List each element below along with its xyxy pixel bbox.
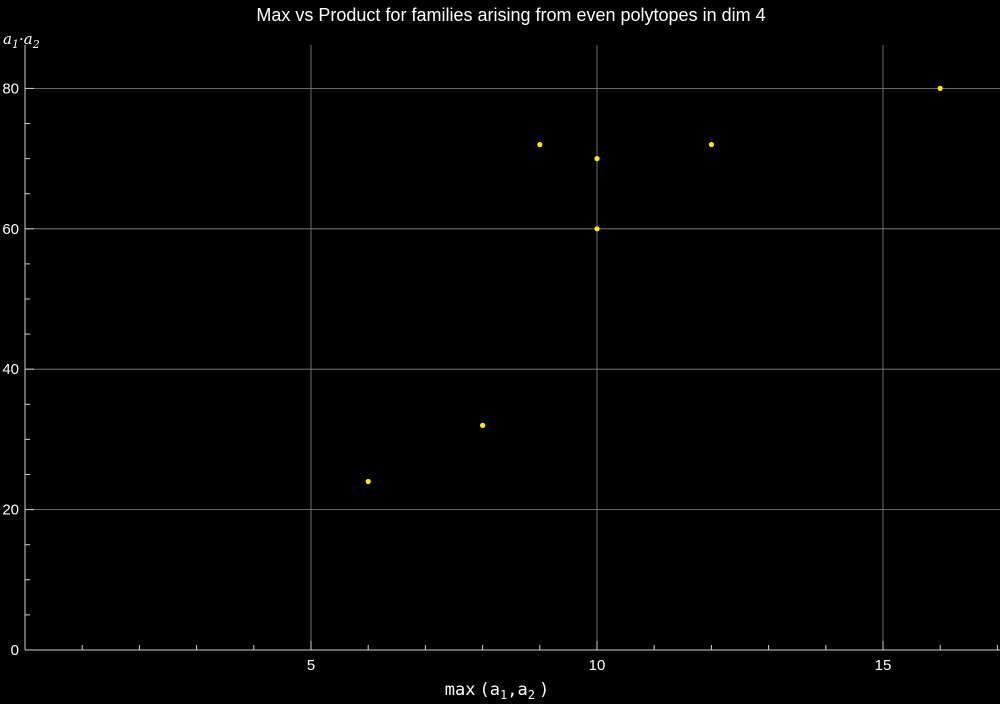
chart-title: Max vs Product for families arising from… bbox=[256, 5, 765, 25]
y-axis-label-var2: a bbox=[24, 30, 33, 48]
data-point-1 bbox=[480, 422, 486, 428]
y-axis-label: a1·a2 bbox=[3, 30, 40, 51]
data-point-0 bbox=[365, 478, 371, 485]
x-axis-label-func: max bbox=[445, 680, 476, 700]
data-point-5 bbox=[708, 141, 715, 148]
x-axis-label-arg2: a bbox=[517, 680, 527, 700]
ticks bbox=[25, 87, 998, 650]
y-axis-label-dot: · bbox=[19, 30, 24, 48]
data-point-6 bbox=[937, 85, 943, 91]
x-axis-label-sub1: 1 bbox=[500, 688, 507, 702]
grid-lines bbox=[25, 45, 1000, 650]
x-axis-label-sub2: 2 bbox=[528, 688, 535, 702]
y-tick-label-20: 20 bbox=[2, 502, 19, 519]
y-tick-label-0: 0 bbox=[11, 642, 19, 659]
y-axis-label-sub2: 2 bbox=[32, 38, 40, 51]
y-axis-label-var1: a bbox=[3, 30, 12, 48]
data-point-3 bbox=[594, 156, 600, 162]
tick-labels: 5 10 15 0 20 40 60 80 bbox=[2, 80, 891, 674]
data-points bbox=[365, 85, 943, 485]
x-axis-label: max (a1,a2) bbox=[445, 680, 549, 702]
data-point-4 bbox=[594, 226, 600, 232]
data-point-2 bbox=[537, 141, 543, 148]
x-axis-label-arg1: a bbox=[490, 680, 500, 700]
y-tick-label-60: 60 bbox=[2, 221, 19, 238]
y-tick-label-40: 40 bbox=[2, 361, 19, 378]
y-tick-label-80: 80 bbox=[2, 80, 19, 97]
x-axis-label-sep: , bbox=[507, 680, 517, 700]
y-axis-label-sub1: 1 bbox=[12, 38, 19, 51]
x-tick-label-5: 5 bbox=[307, 657, 315, 674]
x-tick-label-15: 15 bbox=[875, 657, 892, 674]
axes bbox=[24, 45, 1000, 651]
x-tick-label-10: 10 bbox=[589, 657, 606, 674]
